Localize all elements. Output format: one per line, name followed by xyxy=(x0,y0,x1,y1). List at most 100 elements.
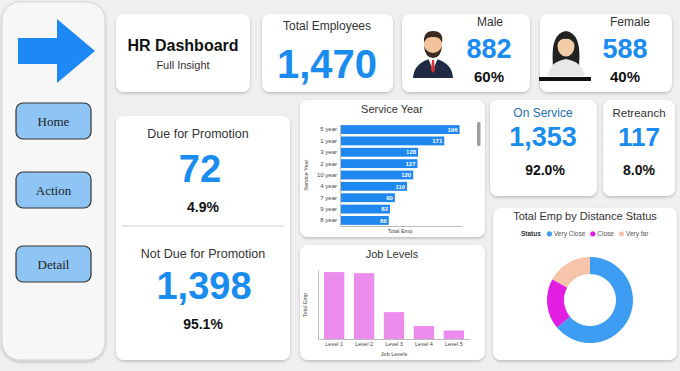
data-label: 128 xyxy=(406,149,417,155)
male-icon xyxy=(408,24,458,78)
nav-label[interactable]: Detail xyxy=(38,257,70,272)
kpi-label: Male xyxy=(477,15,503,29)
axis xyxy=(318,271,319,340)
bar xyxy=(340,182,407,191)
female-icon xyxy=(539,24,591,81)
chart-title: Service Year xyxy=(361,103,423,115)
bars xyxy=(340,125,460,225)
legend-swatch xyxy=(590,231,595,236)
kpi-label: Total Employees xyxy=(283,19,371,33)
tick: 9 year xyxy=(320,206,337,212)
tick-label: 7 year xyxy=(320,195,337,201)
tick: 2 year xyxy=(320,161,337,167)
tick: 5 year xyxy=(320,126,337,132)
kpi-value: 1,398 xyxy=(156,265,251,307)
kpi-value: 1,470 xyxy=(277,42,377,86)
icon-body xyxy=(548,59,584,76)
nav-button[interactable]: Action xyxy=(16,172,91,208)
title: HR Dashboard xyxy=(127,37,238,54)
chart-card xyxy=(300,100,485,237)
dashboard: Home Action Detail HR Dashboard Full Insight… xyxy=(0,0,680,371)
bar xyxy=(384,312,404,339)
tick-label: Level 3 xyxy=(385,341,403,347)
legend-item: Close xyxy=(590,230,614,237)
bar xyxy=(340,136,444,145)
kpi-percent: 60% xyxy=(474,68,504,85)
kpi-label: Female xyxy=(610,15,650,29)
data-label: 110 xyxy=(395,184,405,190)
kpi-percent: 92.0% xyxy=(525,162,565,178)
kpi-percent: 8.0% xyxy=(623,162,655,178)
nav-panel xyxy=(2,2,105,360)
axis: 5 year 1 year 3 year 2 year 10 year 4 year 7 y… xyxy=(317,125,341,227)
kpi-value: 588 xyxy=(602,34,647,64)
nav-label[interactable]: Action xyxy=(36,183,72,198)
axis: Level 1 Level 2 Level 3 Level 4 Level 5 xyxy=(319,340,471,347)
bar xyxy=(340,205,390,214)
subtitle: Full Insight xyxy=(156,59,209,71)
legend-item: Very Close xyxy=(547,230,586,238)
bars xyxy=(324,272,464,339)
tick: Level 2 xyxy=(355,341,373,347)
kpi-label: Retreanch xyxy=(612,107,665,119)
tick-label: Level 1 xyxy=(325,341,343,347)
kpi-card xyxy=(262,14,393,92)
tick-label: 8 year xyxy=(320,217,337,223)
nav-button[interactable]: Home xyxy=(16,103,91,139)
canvas: Home Action Detail HR Dashboard Full Insight… xyxy=(0,0,680,371)
tick: 4 year xyxy=(320,183,337,189)
bar xyxy=(324,272,344,339)
legend-label: Close xyxy=(597,230,614,237)
axis-title: Total Emp xyxy=(302,293,308,317)
kpi-value: 1,353 xyxy=(509,122,577,152)
tick: Level 5 xyxy=(445,341,463,347)
nav-button-bg[interactable] xyxy=(16,172,91,208)
axis-title: Service Year xyxy=(303,159,309,190)
legend-label: Very far xyxy=(626,230,649,238)
icon-beard xyxy=(424,46,442,58)
nav-button[interactable]: Detail xyxy=(16,246,91,282)
bar xyxy=(340,171,413,180)
kpi-value: 72 xyxy=(179,148,221,190)
bar xyxy=(354,273,374,339)
kpi-card xyxy=(540,14,672,92)
nav-button-bg[interactable] xyxy=(16,246,91,282)
tick-label: Level 4 xyxy=(415,341,433,347)
nav-label[interactable]: Home xyxy=(38,114,70,129)
tick-label: 1 year xyxy=(320,138,337,144)
tick: 8 year xyxy=(320,217,337,223)
bar xyxy=(340,125,460,134)
legend-title: Status xyxy=(521,230,541,237)
tick: Level 4 xyxy=(415,341,433,347)
tick-label: Level 5 xyxy=(445,341,463,347)
tick: 1 year xyxy=(320,138,337,144)
icon-bar xyxy=(539,77,591,81)
scrollbar xyxy=(477,122,481,146)
axis-line xyxy=(340,125,341,227)
axis-line xyxy=(318,271,319,340)
nav-button-bg[interactable] xyxy=(16,103,91,139)
data-label: 196 xyxy=(448,127,459,133)
tick: 3 year xyxy=(320,149,337,155)
kpi-value: 117 xyxy=(618,122,660,152)
icon-tie xyxy=(431,60,435,73)
axis-title: Job Levels xyxy=(381,351,408,357)
slices xyxy=(547,257,633,343)
kpi-percent: 95.1% xyxy=(183,316,223,332)
tick-label: Level 2 xyxy=(355,341,373,347)
kpi-label: Not Due for Promotion xyxy=(141,247,265,261)
bar xyxy=(340,193,395,202)
axis-line xyxy=(341,226,463,227)
data-label: 80 xyxy=(380,218,387,224)
tick: 7 year xyxy=(320,195,337,201)
background xyxy=(0,0,680,371)
kpi-percent: 4.9% xyxy=(187,199,219,215)
tick-label: 10 year xyxy=(317,172,337,178)
divider xyxy=(122,226,284,227)
tick-label: 2 year xyxy=(320,161,337,167)
icon-bg xyxy=(408,24,458,78)
bar xyxy=(444,330,464,339)
tick: Level 1 xyxy=(325,341,343,347)
data-label: 82 xyxy=(381,206,388,212)
kpi-card xyxy=(603,100,675,196)
